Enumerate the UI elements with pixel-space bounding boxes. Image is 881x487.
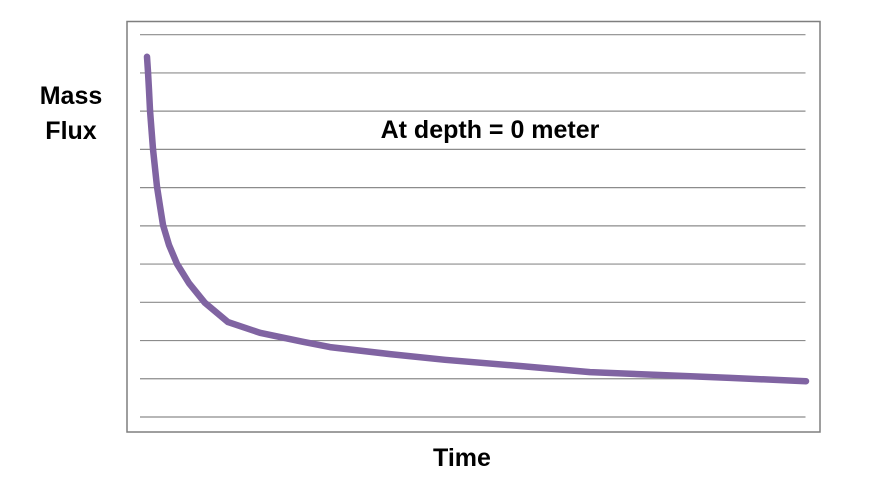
y-axis-title-line-1: Mass xyxy=(39,82,103,110)
y-axis-title: Mass Flux xyxy=(8,79,134,149)
chart-frame-border xyxy=(126,20,821,433)
x-axis-title: Time xyxy=(433,444,491,472)
annotation-label: At depth = 0 meter xyxy=(380,116,600,144)
y-axis-title-line-2: Flux xyxy=(45,117,97,145)
mass-flux-curve xyxy=(143,53,810,385)
